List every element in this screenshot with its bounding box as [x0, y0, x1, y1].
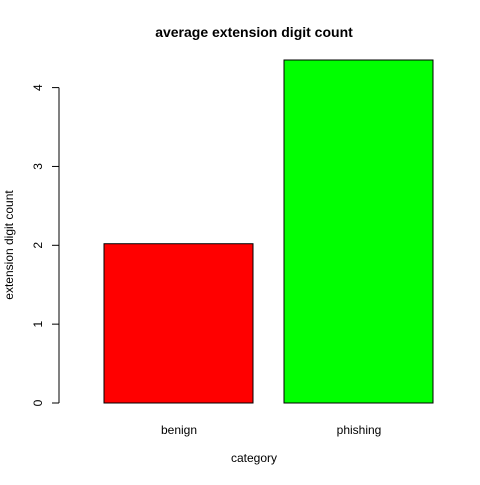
y-axis-label: extension digit count [2, 190, 16, 300]
bar-phishing [283, 59, 434, 404]
y-axis: 0 1 2 3 4 [31, 84, 60, 406]
x-tick-label: benign [161, 423, 197, 437]
y-tick-label: 3 [31, 163, 45, 170]
chart-title: average extension digit count [155, 24, 353, 40]
bars-group [103, 59, 434, 404]
x-tick-label: phishing [337, 423, 382, 437]
x-tick-labels: benign phishing [161, 423, 381, 437]
x-axis-label: category [231, 451, 277, 465]
y-tick-label: 1 [31, 320, 45, 327]
y-tick-label: 4 [31, 84, 45, 91]
y-tick-label: 2 [31, 242, 45, 249]
y-tick-label: 0 [31, 399, 45, 406]
bar-benign [103, 243, 254, 404]
